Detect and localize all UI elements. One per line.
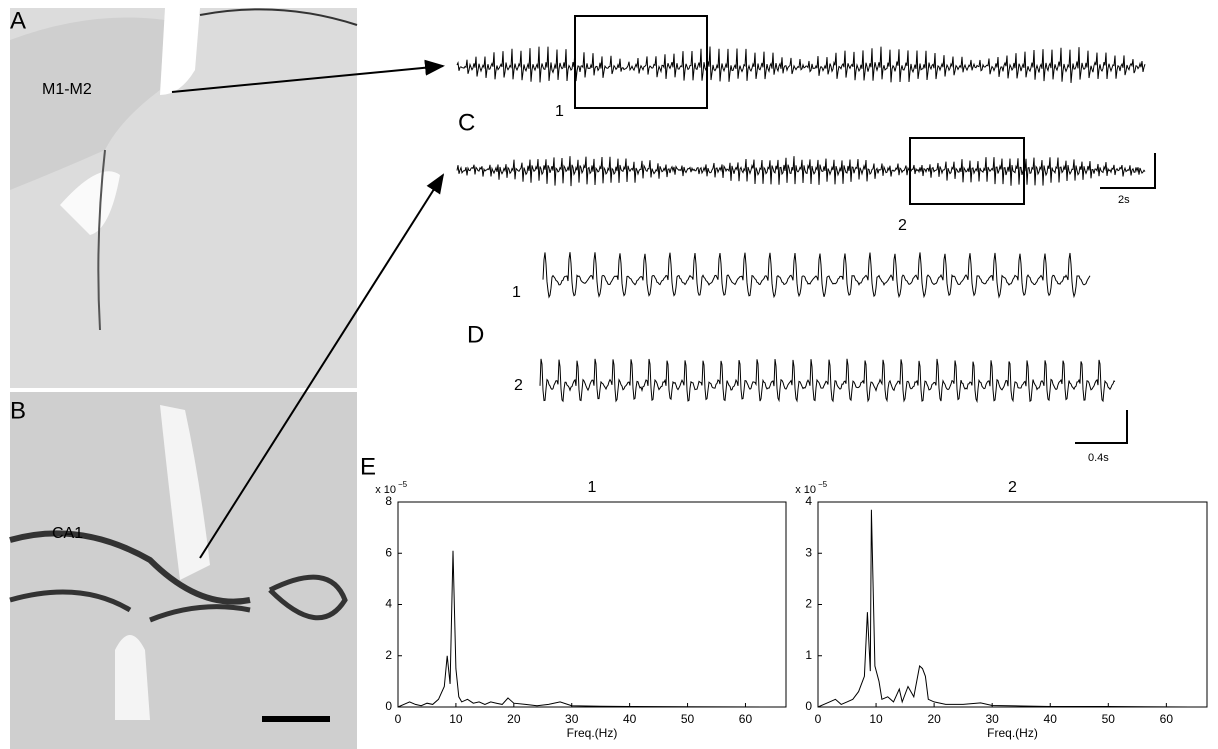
panel-label: A — [10, 7, 26, 34]
y-tick-label: 3 — [805, 545, 812, 559]
trace-label: 2 — [514, 377, 523, 394]
hippocampus-layer — [268, 574, 348, 621]
axis-multiplier: x 10 — [375, 484, 396, 496]
y-tick-label: 2 — [805, 597, 812, 611]
scale-label: 2s — [1118, 194, 1130, 206]
x-tick-label: 40 — [1044, 712, 1058, 726]
y-tick-label: 0 — [385, 699, 392, 713]
x-tick-label: 10 — [449, 712, 463, 726]
y-tick-label: 8 — [385, 494, 392, 508]
x-tick-label: 30 — [985, 712, 999, 726]
trace-label: 1 — [555, 103, 564, 120]
x-tick-label: 30 — [565, 712, 579, 726]
x-tick-label: 60 — [739, 712, 753, 726]
panel-label: C — [458, 109, 475, 136]
panel-label: B — [10, 397, 26, 424]
y-tick-label: 6 — [385, 545, 392, 559]
axis-multiplier-exponent: −5 — [398, 480, 408, 489]
ventricle — [60, 171, 120, 235]
scale-bar — [1100, 153, 1156, 189]
x-tick-label: 50 — [681, 712, 695, 726]
eeg-trace — [456, 46, 1146, 83]
axis-multiplier-exponent: −5 — [818, 480, 828, 489]
x-tick-label: 20 — [927, 712, 941, 726]
plot-frame — [817, 501, 1208, 708]
x-tick-label: 0 — [395, 712, 402, 726]
eeg-trace — [456, 156, 1146, 187]
x-tick-label: 10 — [869, 712, 883, 726]
arrow — [199, 173, 445, 559]
x-tick-label: 20 — [507, 712, 521, 726]
surface — [199, 8, 358, 26]
y-tick-label: 1 — [805, 648, 812, 662]
tract — [97, 149, 106, 331]
eeg-trace — [539, 358, 1116, 404]
traces — [456, 46, 1146, 404]
x-tick-label: 40 — [623, 712, 637, 726]
spectrum-line — [397, 550, 769, 708]
cortex-region — [10, 17, 165, 190]
lesion — [160, 405, 210, 580]
x-tick-label: 50 — [1102, 712, 1116, 726]
eeg-trace — [542, 252, 1091, 299]
trace-label: 1 — [512, 284, 521, 301]
x-tick-label: 0 — [815, 712, 822, 726]
scale-bar — [1075, 410, 1128, 444]
chart-title: 2 — [1008, 479, 1017, 496]
y-tick-label: 4 — [385, 597, 392, 611]
midline-gap — [160, 8, 200, 95]
chart-title: 1 — [588, 479, 597, 496]
trace-label: 2 — [898, 217, 907, 234]
scale-label: 0.4s — [1088, 452, 1109, 464]
hippocampus-layer — [9, 530, 251, 605]
arrow — [171, 59, 445, 93]
panel-label: E — [360, 453, 376, 480]
x-axis-label: Freq.(Hz) — [567, 726, 618, 740]
selection-box — [574, 15, 708, 109]
x-axis-label: Freq.(Hz) — [987, 726, 1038, 740]
axis-multiplier: x 10 — [795, 484, 816, 496]
x-tick-label: 60 — [1160, 712, 1174, 726]
region-label: CA1 — [52, 525, 83, 542]
region-label: M1-M2 — [42, 81, 92, 98]
y-tick-label: 0 — [805, 699, 812, 713]
y-tick-label: 2 — [385, 648, 392, 662]
panel-label: D — [467, 321, 484, 348]
spectrum-line — [817, 509, 1190, 708]
ventricle — [115, 635, 150, 720]
hippocampus-layer — [9, 589, 251, 623]
y-tick-label: 4 — [805, 494, 812, 508]
